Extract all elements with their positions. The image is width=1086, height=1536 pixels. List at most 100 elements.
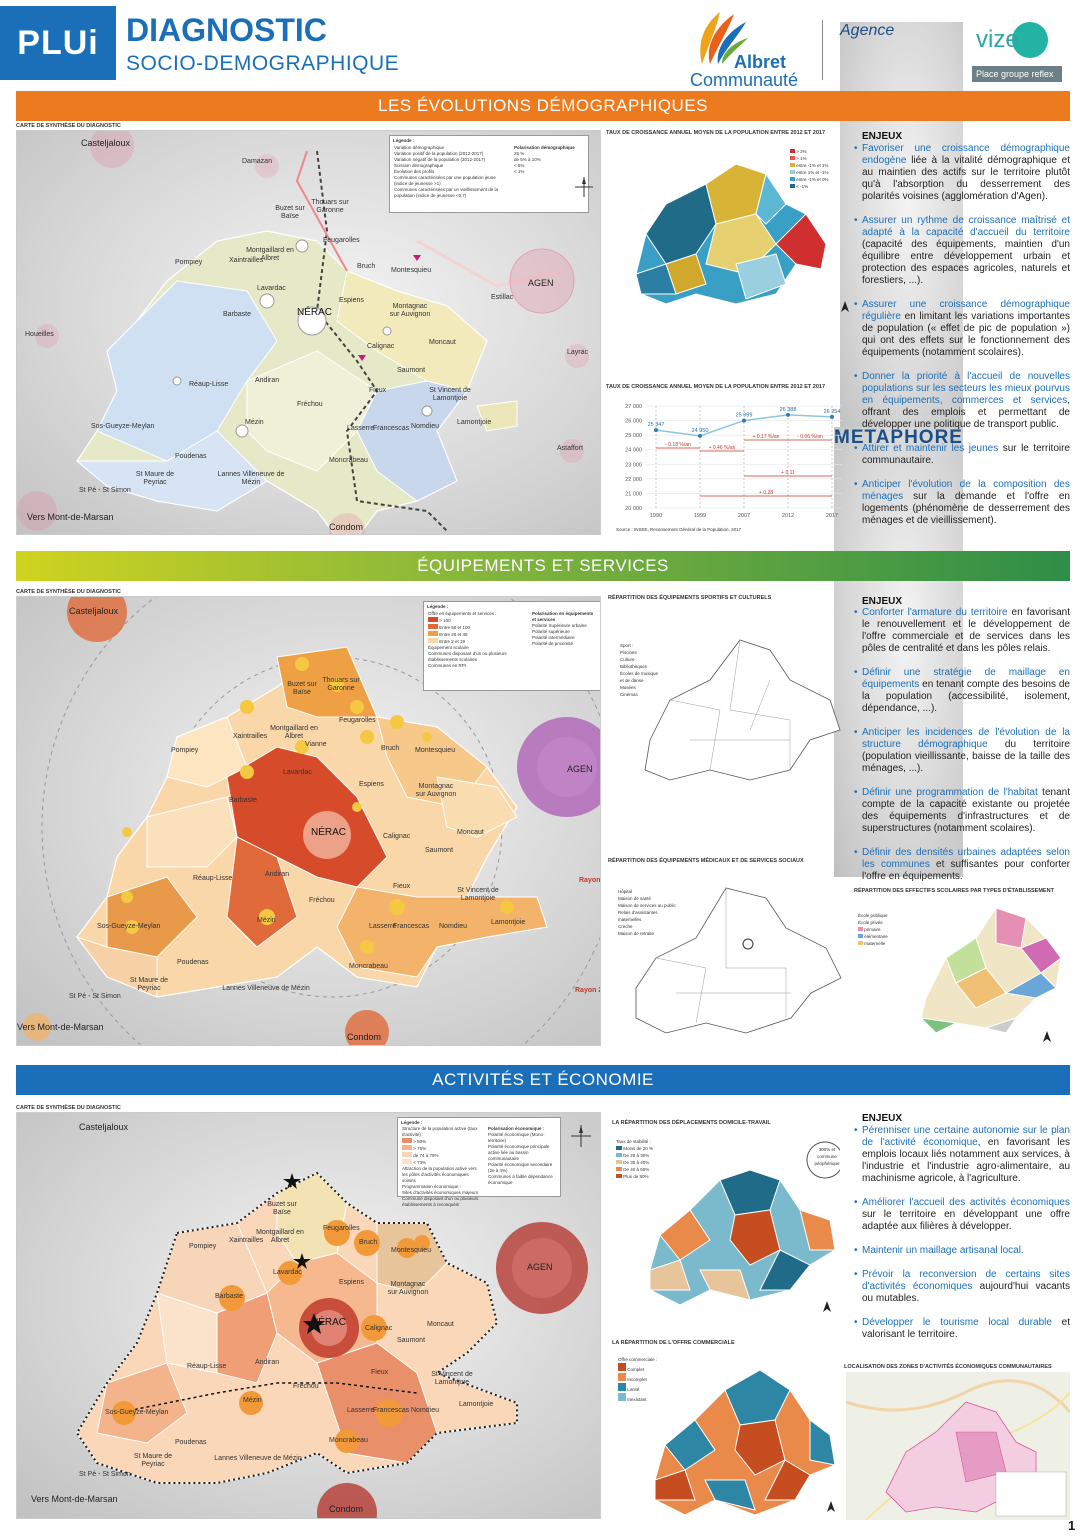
map2-label-barbaste: Barbaste	[229, 797, 258, 804]
map1-label-pompiey: Pompiey	[175, 259, 203, 266]
albret-logo-text-2: Communauté	[690, 70, 799, 90]
map2-legend-item: Communes en RPI	[428, 663, 467, 668]
enjeu-item: Définir une programmation de l'habitat t…	[854, 787, 1070, 835]
map3-label-agen: AGEN	[527, 1262, 553, 1272]
map1-label-stmaure: St Maure de Peyriac	[135, 471, 175, 486]
map3-label-mezin: Mézin	[243, 1397, 262, 1404]
growth-rate-map	[635, 163, 827, 305]
map2-legend-item: > 100	[428, 617, 518, 624]
map3-caption: CARTE DE SYNTHÈSE DU DIAGNOSTIC	[16, 1105, 121, 1111]
commute-legend-item: Plus de 50%	[616, 1173, 676, 1180]
map2-legend-title: Légende :	[427, 604, 449, 609]
map1-label-casteljaloux: Casteljaloux	[81, 138, 131, 148]
map2-label-lannes: Lannes Villeneuve de Mézin	[222, 985, 310, 992]
map1-legend-item: Communes caractérisées par une populatio…	[394, 175, 496, 186]
map2-legend-item: Offre en équipements et services :	[428, 611, 497, 616]
map1-label-lannes: Lannes Villeneuve de Mézin	[217, 471, 285, 486]
enjeu-highlight: Donner la priorité à l'accueil de nouvel…	[862, 371, 1070, 406]
commute-legend-item: Moins de 20 %	[616, 1145, 676, 1152]
map3-label-reaup: Réaup-Lisse	[187, 1363, 227, 1370]
school-legend-item: École privée	[858, 920, 883, 925]
map3-territory	[75, 1171, 588, 1518]
medical-legend-item: Maison de santé	[618, 896, 652, 901]
map2-legend-polar-item: Polarité intermédiaire	[532, 635, 575, 640]
map2-label-moncrabeau: Moncrabeau	[349, 963, 388, 970]
medical-legend: Hôpital Maison de santé Maison de servic…	[618, 888, 678, 937]
enjeu-item: Anticiper l'évolution de la composition …	[854, 479, 1070, 527]
enjeu-text: en limitant les variations importantes d…	[862, 311, 1070, 358]
map3-label-nerac: NÉRAC	[311, 1317, 347, 1328]
enjeux2-list: Conforter l'armature du territoire en fa…	[854, 607, 1070, 895]
header-divider	[822, 20, 823, 80]
chart-x-tick: 2012	[782, 513, 794, 519]
population-line-chart: 27 000 26 000 25 000 24 000 23 000 22 000 21 0…	[625, 404, 842, 519]
map1-label-mezin: Mézin	[245, 419, 264, 426]
commute-legend-item: De 40 à 50%	[616, 1166, 676, 1173]
chart-rate-label: + 0.28	[759, 490, 773, 496]
map1-label-astaffort: Astaffort	[557, 445, 583, 452]
map-demographie: Casteljaloux Damazan Houeilles AGEN NÉRA…	[16, 130, 601, 535]
enjeu-item: Attirer et maintenir les jeunes sur le t…	[854, 443, 1070, 467]
map1-label-buzet: Buzet sur Baïse	[275, 205, 305, 220]
enjeu-highlight: Prévoir la reconversion de certains site…	[862, 1269, 1070, 1292]
map1-label-feugarolles: Feugarolles	[323, 237, 360, 244]
map1-label-estillac: Estillac	[491, 294, 514, 301]
north-arrow-icon	[841, 301, 849, 312]
map3-label-fieux: Fieux	[371, 1369, 389, 1376]
map2-legend-item: Entre 50 et 100	[428, 624, 518, 631]
map2-label-lasserre: Lasserre	[369, 923, 397, 930]
map1-legend-item: Évolution des profils	[394, 169, 435, 174]
enjeu-highlight: Favoriser une croissance démographique e…	[862, 143, 1070, 166]
compass-icon	[575, 177, 593, 197]
map2-label-rayon20: Rayon 20	[575, 987, 600, 994]
chart-point	[786, 412, 790, 417]
sport-legend-item: Sport :	[620, 643, 634, 648]
enjeu-text: sur le territoire en développant une off…	[862, 1209, 1070, 1232]
map2-label-agen: AGEN	[567, 764, 593, 774]
map-economie: Casteljaloux AGEN NÉRAC Condom Vers Mont…	[16, 1112, 601, 1519]
chart-x-tick: 1999	[694, 513, 706, 519]
commute-note: 300% et commune périphérique	[814, 1147, 840, 1166]
map2-label-montagnac: Montagnac sur Auvignon	[415, 783, 457, 798]
map2-legend-item: Entre 2 et 19	[428, 638, 518, 645]
north-arrow-icon	[827, 1501, 835, 1512]
growth-map-legend-item: entre -1% et 1%	[790, 162, 829, 169]
commute-legend: Taux de stabilité : Moins de 20 % De 20 …	[616, 1138, 676, 1180]
enjeu-text: tenant compte de la capacité existante o…	[862, 787, 1070, 834]
map3-label-poudenas: Poudenas	[175, 1439, 207, 1446]
map2-label-nerac: NÉRAC	[311, 827, 347, 838]
albret-leaf-icon	[700, 12, 748, 64]
map3-label-condom: Condom	[329, 1504, 364, 1514]
map2-label-montesquieu: Montesquieu	[415, 747, 456, 754]
chart-rate-label: + 0.46 %/an	[709, 445, 736, 451]
commerce-map	[654, 1369, 836, 1516]
growth-map-legend-item: > 1%	[790, 155, 829, 162]
place-reflex-logo: Place groupe reflex	[972, 66, 1062, 82]
map3-label-moncaut: Moncaut	[427, 1321, 454, 1328]
map1-legend-item: Communes caractérisées par un vieillisse…	[394, 187, 499, 198]
chart-rate-label: - 0.06 %/an	[797, 434, 823, 440]
map2-legend-item: Communes disposant d'un ou plusieurs éta…	[428, 651, 507, 662]
map3-label-xaintrailles: Xaintrailles	[229, 1237, 264, 1244]
commerce-legend-item: Incomplet	[618, 1373, 678, 1383]
map2-label-feugarolles: Feugarolles	[339, 717, 376, 724]
map2-label-mezin: Mézin	[257, 917, 276, 924]
map1-label-condom: Condom	[329, 522, 364, 532]
map1-label-lamontjoie: Lamontjoie	[457, 419, 492, 426]
map1-label-bruch: Bruch	[357, 263, 376, 270]
map2-legend-item: Équipement scolaire	[428, 645, 469, 650]
chart-x-tick: 1990	[650, 513, 662, 519]
map1-label-frechou: Fréchou	[297, 401, 323, 408]
map2-label-buzet: Buzet sur Baïse	[287, 681, 317, 696]
sport-legend: Sport : Piscines Culture : Bibliothèques…	[620, 642, 660, 698]
map2-label-pompiey: Pompiey	[171, 747, 199, 754]
sport-legend-item: Écoles de musique et de danse	[620, 671, 659, 683]
map2-label-thouars: Thouars sur Garonne	[322, 677, 360, 692]
enjeu-item: Définir une stratégie de maillage en équ…	[854, 667, 1070, 715]
map1-label-moncrabeau: Moncrabeau	[329, 457, 368, 464]
chart-rate-label: + 0.11	[781, 470, 795, 476]
enjeu-highlight: Anticiper l'évolution de la composition …	[862, 479, 1070, 502]
map3-legend-polar-item: Polarité économique (Mono-territoire)	[488, 1132, 545, 1143]
map1-legend-polar-item: de 5% à 10%	[514, 157, 541, 162]
